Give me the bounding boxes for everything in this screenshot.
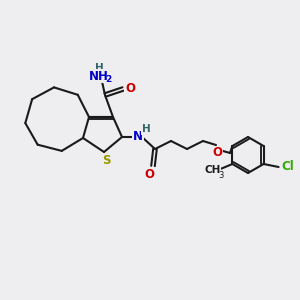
Text: CH: CH [204,165,220,175]
Text: N: N [133,130,143,143]
Text: O: O [144,167,154,181]
Text: Cl: Cl [281,160,294,173]
Text: 2: 2 [105,76,111,85]
Text: 3: 3 [219,170,224,179]
Text: O: O [125,82,135,95]
Text: H: H [94,63,103,73]
Text: O: O [212,146,222,160]
Text: S: S [102,154,110,166]
Text: H: H [142,124,150,134]
Text: NH: NH [89,70,109,83]
